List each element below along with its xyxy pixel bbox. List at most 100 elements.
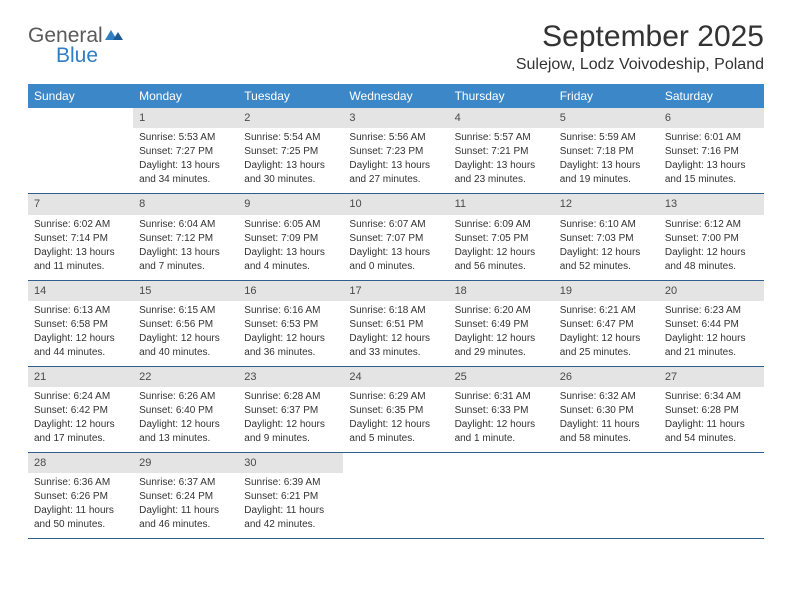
day-details: Sunrise: 6:20 AMSunset: 6:49 PMDaylight:… <box>449 301 554 366</box>
daylight1-text: Daylight: 11 hours <box>139 504 232 517</box>
day-cell: 12Sunrise: 6:10 AMSunset: 7:03 PMDayligh… <box>554 194 659 279</box>
day-header: Tuesday <box>238 84 343 108</box>
day-cell: 4Sunrise: 5:57 AMSunset: 7:21 PMDaylight… <box>449 108 554 193</box>
day-number: 24 <box>343 367 448 387</box>
sunset-text: Sunset: 6:42 PM <box>34 404 127 417</box>
daylight2-text: and 34 minutes. <box>139 173 232 186</box>
day-details: Sunrise: 6:02 AMSunset: 7:14 PMDaylight:… <box>28 215 133 280</box>
sunrise-text: Sunrise: 6:07 AM <box>349 218 442 231</box>
sunset-text: Sunset: 7:21 PM <box>455 145 548 158</box>
daylight1-text: Daylight: 13 hours <box>560 159 653 172</box>
sunset-text: Sunset: 6:56 PM <box>139 318 232 331</box>
day-cell: 18Sunrise: 6:20 AMSunset: 6:49 PMDayligh… <box>449 281 554 366</box>
week-row: 14Sunrise: 6:13 AMSunset: 6:58 PMDayligh… <box>28 281 764 367</box>
sunrise-text: Sunrise: 6:23 AM <box>665 304 758 317</box>
daylight2-text: and 19 minutes. <box>560 173 653 186</box>
daylight2-text: and 36 minutes. <box>244 346 337 359</box>
day-number: 18 <box>449 281 554 301</box>
day-cell: 21Sunrise: 6:24 AMSunset: 6:42 PMDayligh… <box>28 367 133 452</box>
day-number: 23 <box>238 367 343 387</box>
day-cell: 28Sunrise: 6:36 AMSunset: 6:26 PMDayligh… <box>28 453 133 538</box>
daylight2-text: and 29 minutes. <box>455 346 548 359</box>
daylight2-text: and 54 minutes. <box>665 432 758 445</box>
day-number: 13 <box>659 194 764 214</box>
day-cell: 17Sunrise: 6:18 AMSunset: 6:51 PMDayligh… <box>343 281 448 366</box>
daylight1-text: Daylight: 13 hours <box>349 246 442 259</box>
daylight1-text: Daylight: 12 hours <box>455 246 548 259</box>
day-details: Sunrise: 5:59 AMSunset: 7:18 PMDaylight:… <box>554 128 659 193</box>
day-details: Sunrise: 6:23 AMSunset: 6:44 PMDaylight:… <box>659 301 764 366</box>
day-number: 10 <box>343 194 448 214</box>
sunrise-text: Sunrise: 6:04 AM <box>139 218 232 231</box>
day-details: Sunrise: 6:18 AMSunset: 6:51 PMDaylight:… <box>343 301 448 366</box>
day-details: Sunrise: 6:13 AMSunset: 6:58 PMDaylight:… <box>28 301 133 366</box>
daylight2-text: and 11 minutes. <box>34 260 127 273</box>
day-cell: 27Sunrise: 6:34 AMSunset: 6:28 PMDayligh… <box>659 367 764 452</box>
daylight1-text: Daylight: 12 hours <box>244 418 337 431</box>
sunrise-text: Sunrise: 6:39 AM <box>244 476 337 489</box>
day-number: 14 <box>28 281 133 301</box>
sunset-text: Sunset: 6:51 PM <box>349 318 442 331</box>
daylight1-text: Daylight: 12 hours <box>455 332 548 345</box>
daylight2-text: and 25 minutes. <box>560 346 653 359</box>
day-cell: 22Sunrise: 6:26 AMSunset: 6:40 PMDayligh… <box>133 367 238 452</box>
day-cell: 20Sunrise: 6:23 AMSunset: 6:44 PMDayligh… <box>659 281 764 366</box>
day-cell: 3Sunrise: 5:56 AMSunset: 7:23 PMDaylight… <box>343 108 448 193</box>
day-cell: 11Sunrise: 6:09 AMSunset: 7:05 PMDayligh… <box>449 194 554 279</box>
daylight2-text: and 5 minutes. <box>349 432 442 445</box>
daylight2-text: and 30 minutes. <box>244 173 337 186</box>
daylight1-text: Daylight: 12 hours <box>665 246 758 259</box>
day-details: Sunrise: 6:12 AMSunset: 7:00 PMDaylight:… <box>659 215 764 280</box>
daylight1-text: Daylight: 12 hours <box>455 418 548 431</box>
day-headers-row: SundayMondayTuesdayWednesdayThursdayFrid… <box>28 84 764 108</box>
daylight2-text: and 48 minutes. <box>665 260 758 273</box>
sunrise-text: Sunrise: 6:18 AM <box>349 304 442 317</box>
sunset-text: Sunset: 6:35 PM <box>349 404 442 417</box>
daylight1-text: Daylight: 13 hours <box>455 159 548 172</box>
location-text: Sulejow, Lodz Voivodeship, Poland <box>516 56 764 74</box>
day-header: Friday <box>554 84 659 108</box>
daylight1-text: Daylight: 12 hours <box>349 332 442 345</box>
daylight2-text: and 13 minutes. <box>139 432 232 445</box>
daylight2-text: and 9 minutes. <box>244 432 337 445</box>
sunset-text: Sunset: 7:23 PM <box>349 145 442 158</box>
day-details: Sunrise: 5:57 AMSunset: 7:21 PMDaylight:… <box>449 128 554 193</box>
sunset-text: Sunset: 7:03 PM <box>560 232 653 245</box>
day-details: Sunrise: 6:15 AMSunset: 6:56 PMDaylight:… <box>133 301 238 366</box>
sunset-text: Sunset: 7:00 PM <box>665 232 758 245</box>
day-cell: 6Sunrise: 6:01 AMSunset: 7:16 PMDaylight… <box>659 108 764 193</box>
day-details: Sunrise: 6:09 AMSunset: 7:05 PMDaylight:… <box>449 215 554 280</box>
day-number: 15 <box>133 281 238 301</box>
sunrise-text: Sunrise: 6:28 AM <box>244 390 337 403</box>
daylight1-text: Daylight: 11 hours <box>34 504 127 517</box>
day-cell: 13Sunrise: 6:12 AMSunset: 7:00 PMDayligh… <box>659 194 764 279</box>
daylight2-text: and 23 minutes. <box>455 173 548 186</box>
daylight2-text: and 40 minutes. <box>139 346 232 359</box>
sunset-text: Sunset: 6:53 PM <box>244 318 337 331</box>
daylight1-text: Daylight: 12 hours <box>139 332 232 345</box>
daylight1-text: Daylight: 12 hours <box>34 332 127 345</box>
day-number: 27 <box>659 367 764 387</box>
sunset-text: Sunset: 6:28 PM <box>665 404 758 417</box>
week-row: 21Sunrise: 6:24 AMSunset: 6:42 PMDayligh… <box>28 367 764 453</box>
day-cell: 24Sunrise: 6:29 AMSunset: 6:35 PMDayligh… <box>343 367 448 452</box>
day-details: Sunrise: 5:56 AMSunset: 7:23 PMDaylight:… <box>343 128 448 193</box>
daylight1-text: Daylight: 12 hours <box>139 418 232 431</box>
sunrise-text: Sunrise: 5:59 AM <box>560 131 653 144</box>
day-number: 9 <box>238 194 343 214</box>
day-details: Sunrise: 6:36 AMSunset: 6:26 PMDaylight:… <box>28 473 133 538</box>
day-header: Saturday <box>659 84 764 108</box>
daylight2-text: and 50 minutes. <box>34 518 127 531</box>
daylight1-text: Daylight: 12 hours <box>665 332 758 345</box>
daylight2-text: and 42 minutes. <box>244 518 337 531</box>
sunset-text: Sunset: 7:16 PM <box>665 145 758 158</box>
day-number: 8 <box>133 194 238 214</box>
sunrise-text: Sunrise: 6:01 AM <box>665 131 758 144</box>
day-cell: 2Sunrise: 5:54 AMSunset: 7:25 PMDaylight… <box>238 108 343 193</box>
sunset-text: Sunset: 6:44 PM <box>665 318 758 331</box>
day-cell: 14Sunrise: 6:13 AMSunset: 6:58 PMDayligh… <box>28 281 133 366</box>
day-details: Sunrise: 6:07 AMSunset: 7:07 PMDaylight:… <box>343 215 448 280</box>
day-number: 6 <box>659 108 764 128</box>
day-number: 22 <box>133 367 238 387</box>
sunrise-text: Sunrise: 5:56 AM <box>349 131 442 144</box>
